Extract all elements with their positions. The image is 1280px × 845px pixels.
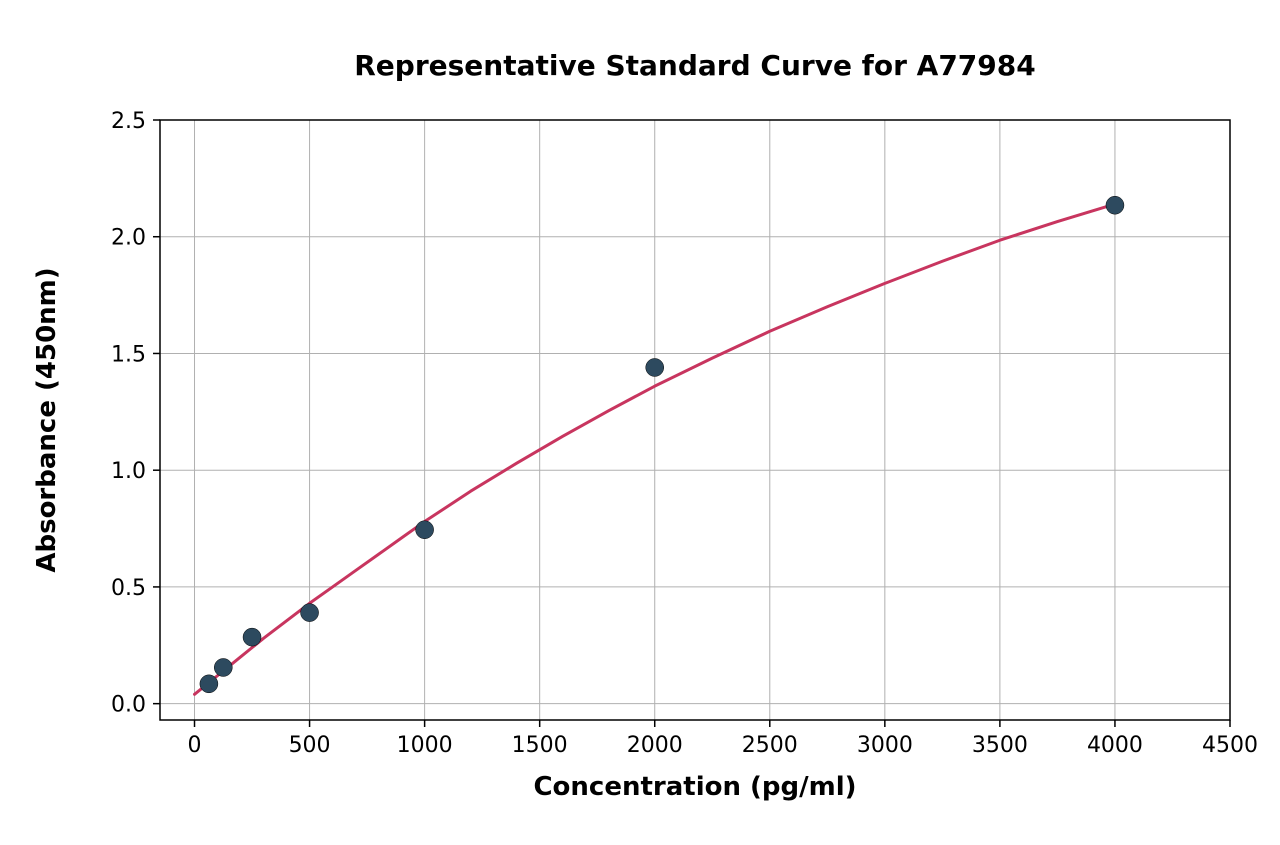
standard-curve-chart: 0 500 1000 1500 2000 2500 3000 3500 4000 4500 0.0…: [0, 0, 1280, 845]
data-point: [214, 658, 232, 676]
x-tick-label: 0: [188, 733, 202, 758]
y-tick-label: 1.5: [111, 342, 146, 367]
data-point: [646, 358, 664, 376]
y-ticks: 0.0 0.5 1.0 1.5 2.0 2.5: [111, 109, 160, 718]
grid-lines: [160, 120, 1230, 720]
x-tick-label: 3500: [972, 733, 1028, 758]
axis-lines: [160, 120, 1230, 720]
y-tick-label: 2.5: [111, 109, 146, 134]
data-point: [416, 521, 434, 539]
x-tick-label: 2500: [742, 733, 798, 758]
data-point: [200, 675, 218, 693]
plot-border: [160, 120, 1230, 720]
data-point: [301, 604, 319, 622]
data-points: [200, 196, 1124, 693]
x-tick-label: 4500: [1202, 733, 1258, 758]
data-point: [243, 628, 261, 646]
x-tick-label: 3000: [857, 733, 913, 758]
data-point: [1106, 196, 1124, 214]
y-tick-label: 0.5: [111, 576, 146, 601]
y-axis-label: Absorbance (450nm): [32, 267, 62, 572]
x-tick-label: 2000: [627, 733, 683, 758]
x-ticks: 0 500 1000 1500 2000 2500 3000 3500 4000 4500: [188, 720, 1258, 758]
x-axis-label: Concentration (pg/ml): [533, 772, 856, 802]
x-tick-label: 500: [289, 733, 331, 758]
x-tick-label: 1500: [512, 733, 568, 758]
y-tick-label: 1.0: [111, 459, 146, 484]
x-tick-label: 4000: [1087, 733, 1143, 758]
x-tick-label: 1000: [397, 733, 453, 758]
y-tick-label: 2.0: [111, 226, 146, 251]
chart-container: 0 500 1000 1500 2000 2500 3000 3500 4000 4500 0.0…: [0, 0, 1280, 845]
chart-title: Representative Standard Curve for A77984: [354, 49, 1036, 82]
y-tick-label: 0.0: [111, 693, 146, 718]
